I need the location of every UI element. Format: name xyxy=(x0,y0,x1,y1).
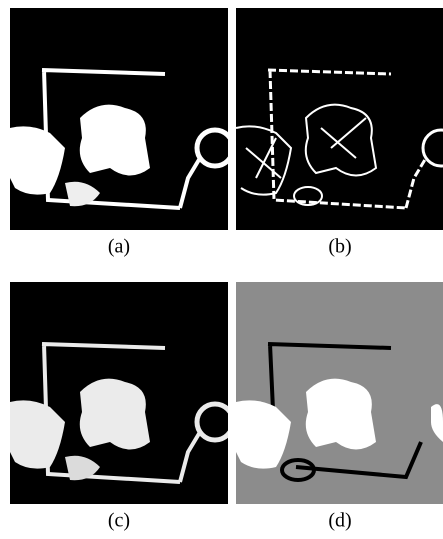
panel-label: (b) xyxy=(328,236,351,258)
figure: (a) (b) (c) (d) xyxy=(0,0,443,534)
panel-b-image xyxy=(236,8,443,230)
panel-a-image xyxy=(10,8,233,230)
panel-d-image xyxy=(236,282,443,504)
panel-c-image xyxy=(10,282,233,504)
panel-label: (c) xyxy=(108,510,130,532)
panel-label: (a) xyxy=(108,236,130,258)
panel-label: (d) xyxy=(328,510,351,532)
page: {"figure": {"panels": [{"label": "(a)"},… xyxy=(0,0,443,539)
